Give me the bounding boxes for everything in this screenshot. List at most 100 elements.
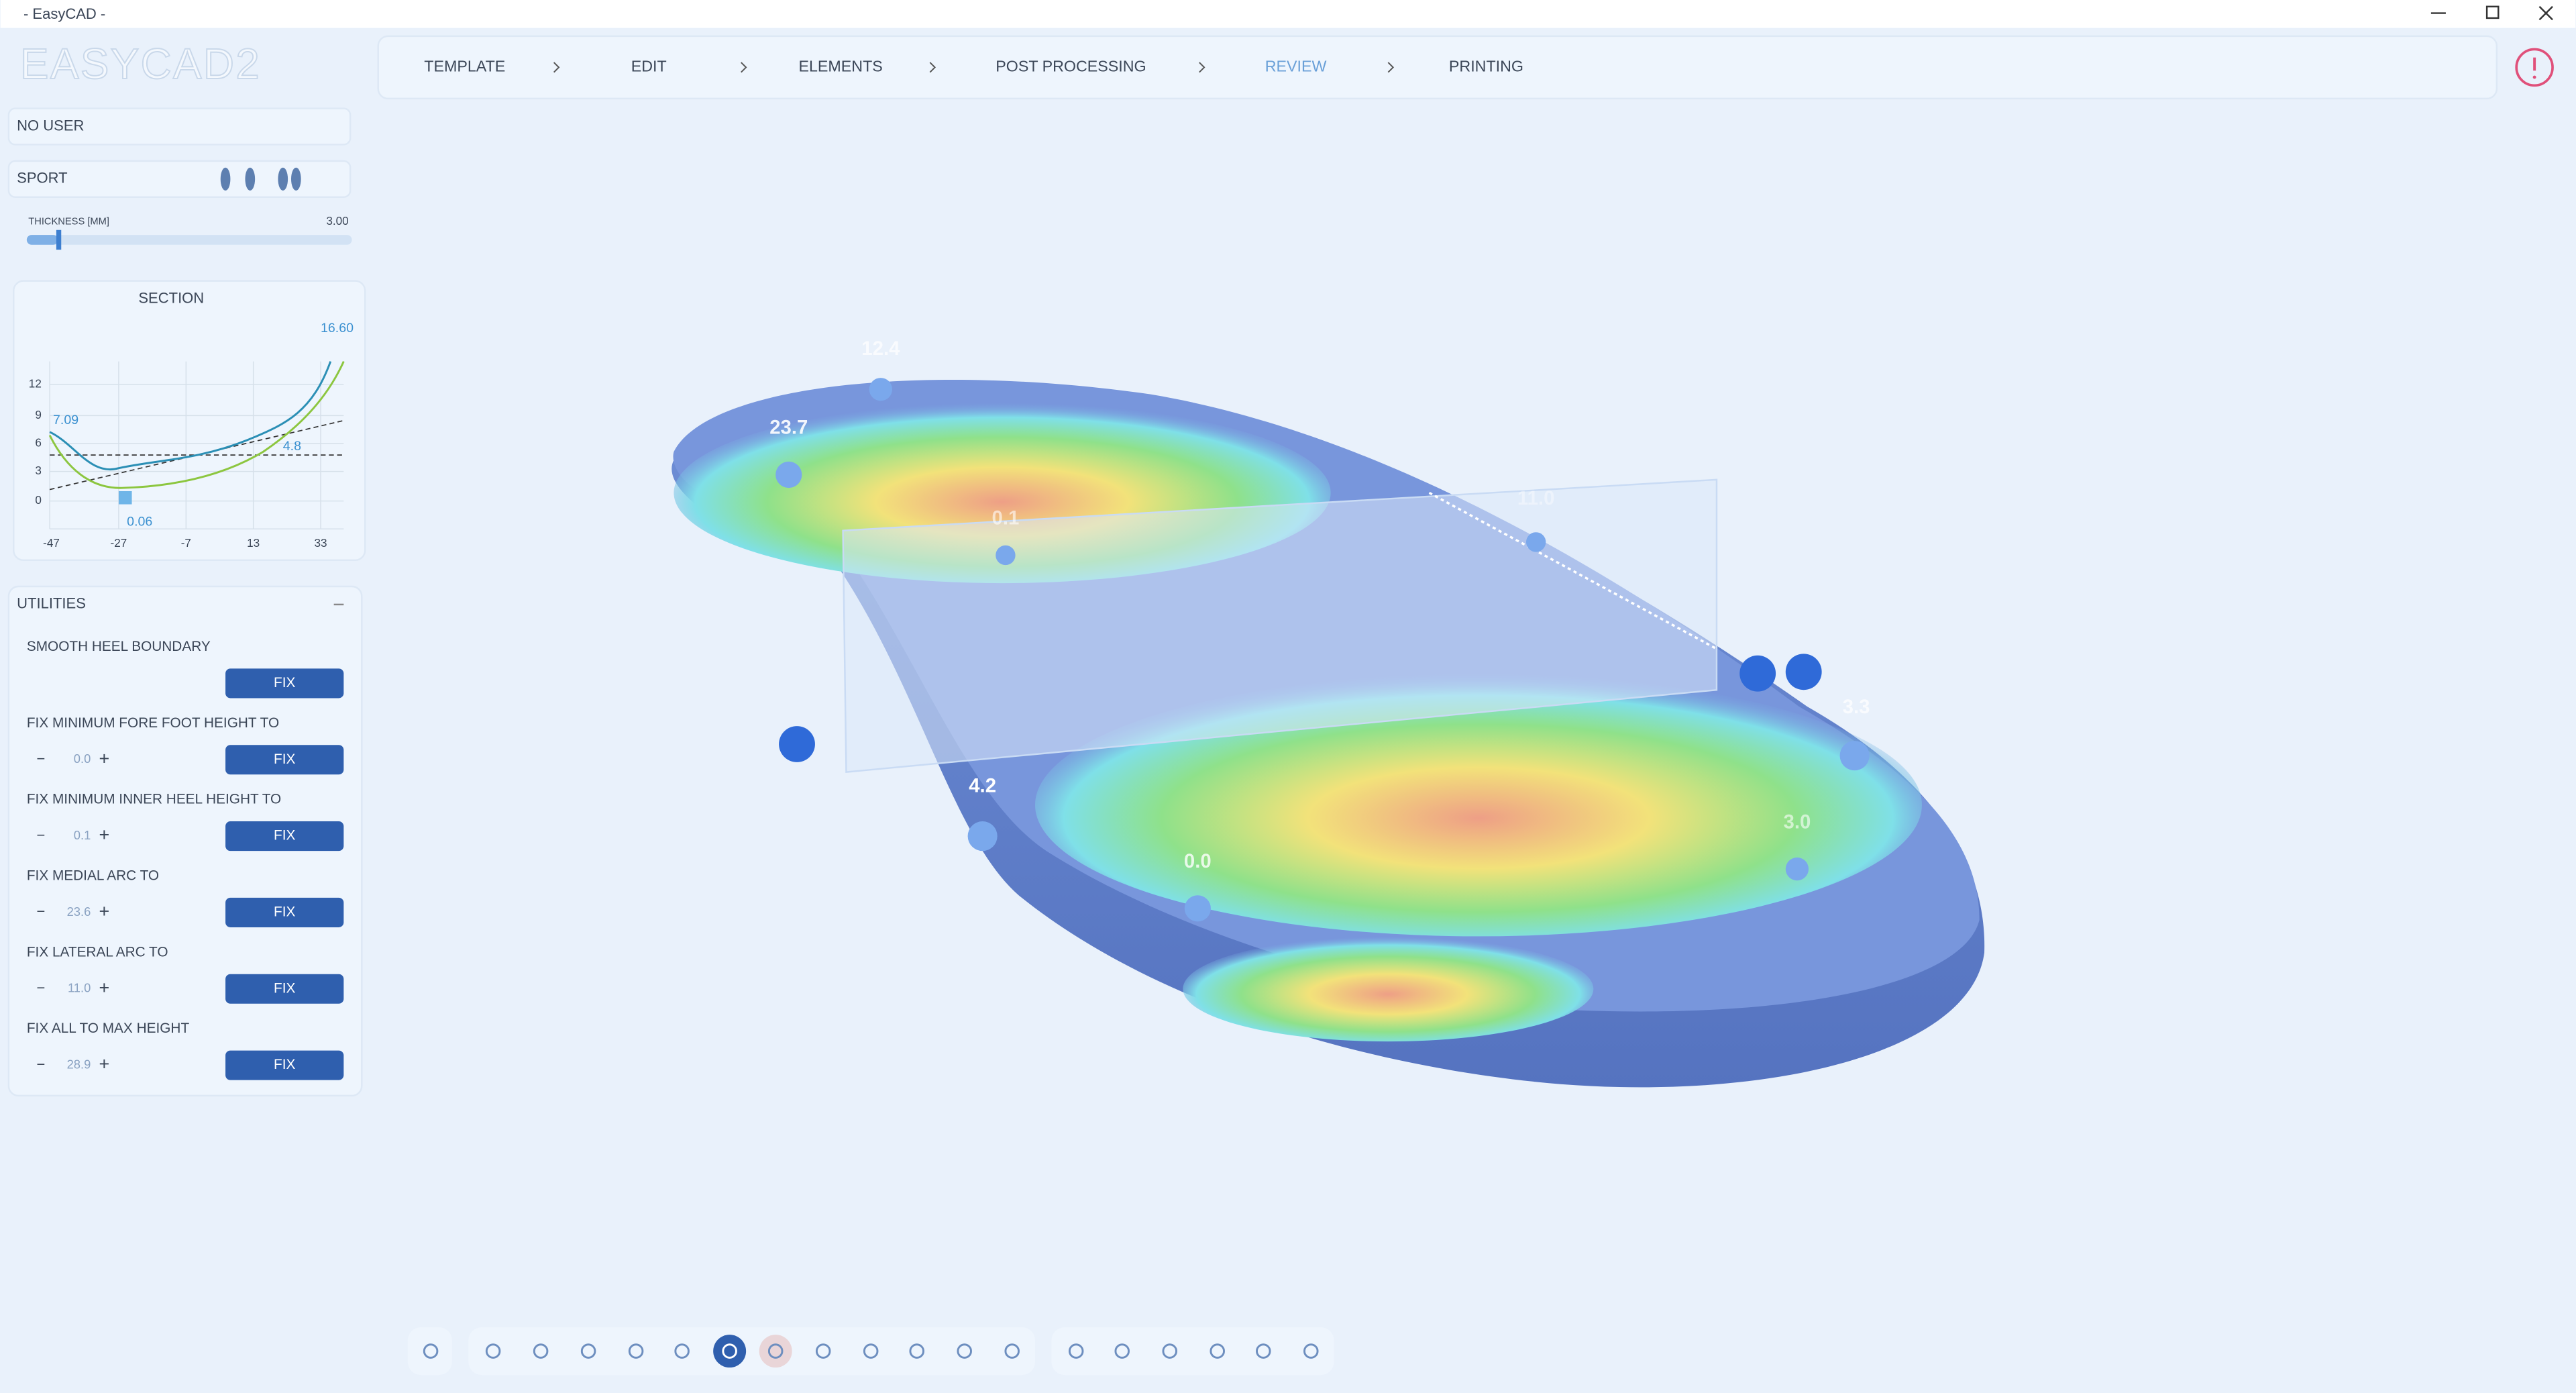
tool-active xyxy=(713,1335,747,1368)
tool-icon[interactable] xyxy=(1210,1343,1225,1359)
section-title: SECTION xyxy=(138,289,204,306)
nav-items: TEMPLATE EDIT ELEMENTS POST PROCESSING REVIE… xyxy=(424,58,1523,75)
fix-button-label: FIX xyxy=(274,904,295,919)
height-label: 23.7 xyxy=(769,417,808,439)
y-tick-label: 12 xyxy=(29,376,42,390)
fix-button-label: FIX xyxy=(274,752,295,767)
fix-button[interactable] xyxy=(225,1050,344,1080)
fix-button[interactable] xyxy=(225,668,344,699)
tool-icon[interactable] xyxy=(957,1343,972,1359)
tool-icon[interactable] xyxy=(909,1343,924,1359)
toolbar-buttons xyxy=(423,1335,1319,1368)
tool-icon[interactable] xyxy=(580,1343,596,1359)
thickness-fill xyxy=(26,235,58,245)
thickness-handle[interactable] xyxy=(56,229,62,250)
section-panel xyxy=(13,280,366,562)
nav-step[interactable]: TEMPLATE xyxy=(424,58,505,75)
y-tick-label: 0 xyxy=(35,493,42,507)
profile-box[interactable] xyxy=(7,160,352,198)
alert-dot xyxy=(2532,75,2536,79)
tool-icon[interactable] xyxy=(423,1343,439,1359)
utility-label: FIX MINIMUM INNER HEEL HEIGHT TO xyxy=(27,792,281,807)
tool-icon[interactable] xyxy=(1004,1343,1020,1359)
fix-button-label: FIX xyxy=(274,1057,295,1072)
user-label: NO USER xyxy=(17,117,84,134)
height-label: 12.4 xyxy=(861,338,900,360)
fix-button-label: FIX xyxy=(274,980,295,996)
section-curve-a xyxy=(49,361,332,471)
section-marker[interactable] xyxy=(118,491,132,505)
close[interactable] xyxy=(2538,5,2553,21)
utility-label: SMOOTH HEEL BOUNDARY xyxy=(27,639,211,654)
fix-button[interactable] xyxy=(225,974,344,1004)
decrement[interactable]: − xyxy=(37,750,46,767)
toolbar-file xyxy=(1051,1327,1334,1376)
tool-icon[interactable] xyxy=(863,1343,879,1359)
tool-icon[interactable] xyxy=(1114,1343,1130,1359)
fix-button-label: FIX xyxy=(274,828,295,843)
utility-value: 0.1 xyxy=(74,828,91,842)
alert-icon[interactable] xyxy=(2515,48,2554,87)
toolbar-camera[interactable] xyxy=(407,1327,452,1376)
utilities-panel xyxy=(7,585,363,1097)
tool-icon[interactable] xyxy=(485,1343,501,1359)
nav-step[interactable]: REVIEW xyxy=(1265,58,1327,75)
fix-button[interactable] xyxy=(225,745,344,775)
window-title: - EasyCAD - xyxy=(23,5,105,22)
utilities-title: UTILITIES xyxy=(17,595,86,612)
tool-icon[interactable] xyxy=(628,1343,644,1359)
user-box[interactable] xyxy=(7,107,352,146)
decrement[interactable]: − xyxy=(37,903,46,920)
tool-icon[interactable] xyxy=(1068,1343,1084,1359)
tool-icon[interactable] xyxy=(722,1343,737,1359)
toolbar-view xyxy=(468,1327,1035,1376)
height-label: 0.0 xyxy=(1184,850,1212,872)
decrement[interactable]: − xyxy=(37,980,46,996)
tool-icon[interactable] xyxy=(815,1343,831,1359)
restore[interactable] xyxy=(2485,5,2500,19)
nav-chevron xyxy=(1387,62,1395,73)
profile-label: SPORT xyxy=(17,170,67,187)
x-tick-label: -7 xyxy=(181,536,191,550)
nav-step[interactable]: EDIT xyxy=(631,58,667,75)
y-tick-label: 6 xyxy=(35,436,42,450)
decrement[interactable]: − xyxy=(37,827,46,843)
tool-icon[interactable] xyxy=(533,1343,549,1359)
thickness-label: THICKNESS [MM] xyxy=(28,216,109,227)
utility-label: FIX ALL TO MAX HEIGHT xyxy=(27,1021,190,1036)
nav-chevron xyxy=(741,62,747,73)
x-tick-label: -27 xyxy=(111,536,127,550)
x-tick-label: -47 xyxy=(43,536,60,550)
x-tick-label: 33 xyxy=(315,536,327,550)
tool-icon[interactable] xyxy=(1162,1343,1177,1359)
tool-icon[interactable] xyxy=(674,1343,690,1359)
height-label: 0.1 xyxy=(992,507,1020,529)
thickness-track[interactable] xyxy=(26,235,352,245)
section-ticks: 12 9 6 3 0 -47 -27 -7 13 33 xyxy=(29,376,327,549)
height-label: 11.0 xyxy=(1517,487,1555,509)
y-tick-label: 3 xyxy=(35,464,42,477)
increment[interactable]: + xyxy=(99,901,110,921)
tool-icon[interactable] xyxy=(1256,1343,1271,1359)
nav-step[interactable]: POST PROCESSING xyxy=(996,58,1146,75)
tool-icon[interactable] xyxy=(767,1343,784,1359)
height-label: 4.2 xyxy=(969,774,996,796)
nav-step[interactable]: ELEMENTS xyxy=(798,58,882,75)
fix-button-label: FIX xyxy=(274,675,295,690)
utility-label: FIX MEDIAL ARC TO xyxy=(27,868,159,884)
nav-bar xyxy=(377,35,2498,100)
fix-button[interactable] xyxy=(225,821,344,852)
increment[interactable]: + xyxy=(99,748,110,768)
thickness-value: 3.00 xyxy=(326,214,348,227)
utility-value: 23.6 xyxy=(67,905,91,919)
nav-step[interactable]: PRINTING xyxy=(1449,58,1523,75)
tool-icon[interactable] xyxy=(1303,1343,1319,1359)
decrement[interactable]: − xyxy=(37,1055,46,1072)
fix-button[interactable] xyxy=(225,897,344,927)
nav-chevron xyxy=(929,62,936,73)
increment[interactable]: + xyxy=(99,825,110,845)
increment[interactable]: + xyxy=(99,978,110,998)
increment[interactable]: + xyxy=(99,1054,110,1074)
